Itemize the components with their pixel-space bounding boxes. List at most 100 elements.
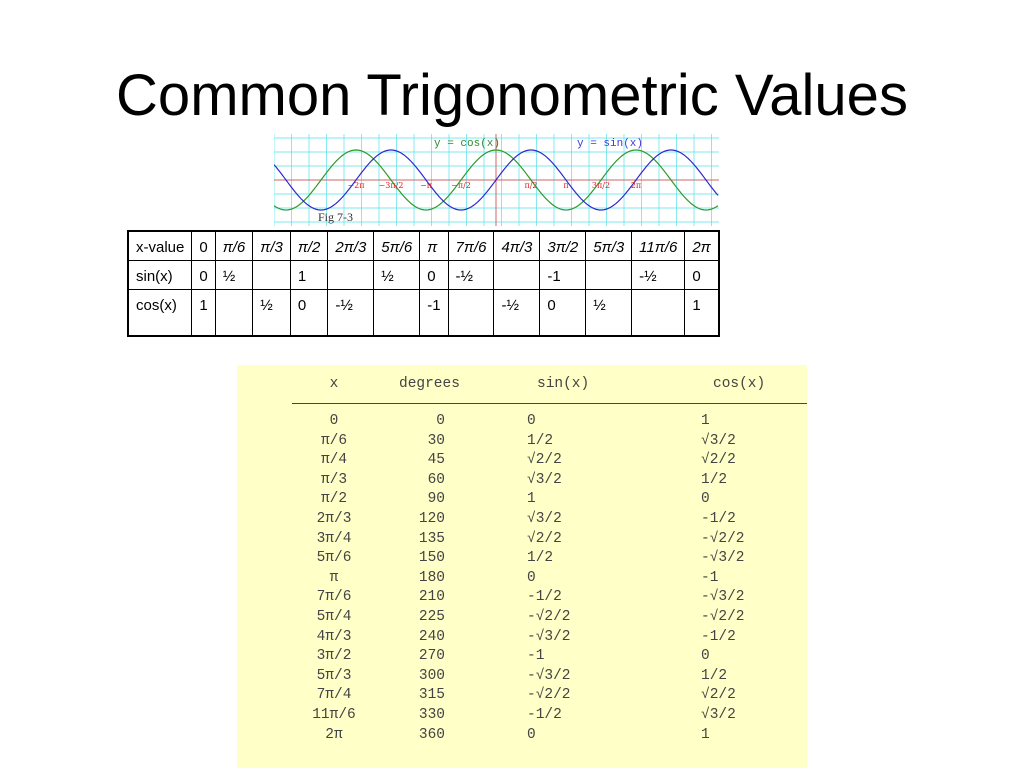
value-cell bbox=[493, 259, 541, 290]
reference-row: 5π/6 150 1/2 -√3/2 bbox=[237, 549, 807, 569]
header-divider bbox=[292, 403, 807, 404]
reference-row: 2π/3 120 √3/2 -1/2 bbox=[237, 510, 807, 530]
sin-cell: 1/2 bbox=[527, 432, 554, 449]
cos-cell: -1/2 bbox=[701, 628, 736, 645]
value-cell: 5π/6 bbox=[373, 230, 421, 261]
angle-cell: 7π/6 bbox=[316, 589, 352, 606]
degrees-cell: 210 bbox=[418, 589, 445, 606]
angle-cell: π/6 bbox=[320, 432, 348, 449]
cos-curve bbox=[274, 149, 719, 211]
sin-cell: -√2/2 bbox=[527, 687, 571, 704]
value-cell: -½ bbox=[631, 259, 686, 290]
value-cell bbox=[373, 288, 421, 337]
tick-label: −π bbox=[420, 181, 432, 190]
angle-cell: 7π/4 bbox=[316, 687, 352, 704]
value-cell bbox=[631, 288, 686, 337]
tick-label: π bbox=[563, 181, 568, 190]
value-cell: ½ bbox=[373, 259, 421, 290]
tick-label: −3π/2 bbox=[379, 181, 404, 190]
degrees-cell: 120 bbox=[418, 510, 445, 527]
value-cell: 0 bbox=[191, 259, 216, 290]
cos-cell: 0 bbox=[701, 491, 710, 508]
reference-row: 5π/3 300 -√3/2 1/2 bbox=[237, 667, 807, 687]
reference-row: π/4 45 √2/2 √2/2 bbox=[237, 451, 807, 471]
sin-cell: -√3/2 bbox=[527, 667, 571, 684]
value-cell: 0 bbox=[539, 288, 587, 337]
value-cell: -1 bbox=[539, 259, 587, 290]
reference-row: 0 0 0 1 bbox=[237, 412, 807, 432]
sin-cell: 1/2 bbox=[527, 550, 554, 567]
reference-row: π/6 30 1/2 √3/2 bbox=[237, 432, 807, 452]
angle-cell: 3π/4 bbox=[316, 530, 352, 547]
values-row: x-value 0 π/6 π/3 π/2 2π/3 5π/6 π 7π/6 4π/3 3π/2 5π… bbox=[127, 230, 720, 261]
reference-row: 3π/4 135 √2/2 -√2/2 bbox=[237, 530, 807, 550]
reference-row: π/3 60 √3/2 1/2 bbox=[237, 471, 807, 491]
reference-row: 2π 360 0 1 bbox=[237, 726, 807, 746]
cos-cell: √2/2 bbox=[701, 687, 736, 704]
sin-cell: -√2/2 bbox=[527, 608, 571, 625]
value-cell: 0 bbox=[289, 288, 329, 337]
value-cell: 0 bbox=[684, 259, 720, 290]
row-header-cell: cos(x) bbox=[127, 288, 193, 337]
value-cell: 0 bbox=[419, 259, 449, 290]
value-cell bbox=[252, 259, 291, 290]
cos-cell: 1/2 bbox=[701, 471, 728, 488]
angle-cell: π bbox=[329, 569, 339, 586]
angle-cell: 5π/4 bbox=[316, 608, 352, 625]
cos-cell: -√2/2 bbox=[701, 608, 745, 625]
value-cell: 4π/3 bbox=[493, 230, 541, 261]
row-header-cell: sin(x) bbox=[127, 259, 193, 290]
sin-curve bbox=[274, 149, 719, 211]
sin-cell: √2/2 bbox=[527, 452, 562, 469]
cos-cell: -√3/2 bbox=[701, 589, 745, 606]
fig-caption: Fig 7-3 bbox=[318, 210, 353, 224]
angle-cell: π/2 bbox=[320, 491, 348, 508]
value-cell: 0 bbox=[191, 230, 216, 261]
value-cell bbox=[585, 259, 633, 290]
value-cell: -½ bbox=[493, 288, 541, 337]
degrees-cell: 60 bbox=[427, 471, 445, 488]
value-cell bbox=[327, 259, 375, 290]
value-cell: 1 bbox=[684, 288, 720, 337]
degrees-cell: 315 bbox=[418, 687, 445, 704]
row-header-cell: x-value bbox=[127, 230, 193, 261]
value-cell: π/3 bbox=[252, 230, 291, 261]
sin-cell: 0 bbox=[527, 726, 536, 743]
sine-cosine-graph: y = cos(x) y = sin(x) −2π −3π/2 −π −π/2 π/2 π… bbox=[274, 134, 719, 226]
angle-cell: 2π bbox=[325, 726, 343, 743]
reference-table-rows: 0 0 0 1 π/6 30 1/2 √3/2 π/4 45 √2/2 √2/2 π/3 60 √3/2 1/… bbox=[237, 412, 807, 745]
reference-row: 4π/3 240 -√3/2 -1/2 bbox=[237, 628, 807, 648]
reference-table-header: x degrees sin(x) cos(x) bbox=[237, 375, 807, 395]
degrees-cell: 270 bbox=[418, 648, 445, 665]
degrees-cell: 240 bbox=[418, 628, 445, 645]
sin-cell: -√3/2 bbox=[527, 628, 571, 645]
cos-cell: 1 bbox=[701, 413, 710, 429]
values-row: sin(x) 0 ½ 1 ½ 0 -½ -1 -½ 0 bbox=[127, 259, 720, 290]
angle-cell: 0 bbox=[329, 413, 339, 429]
degrees-cell: 180 bbox=[418, 569, 445, 586]
cos-cell: -1/2 bbox=[701, 510, 736, 527]
angle-cell: 5π/6 bbox=[316, 550, 352, 567]
header-x: x bbox=[329, 376, 339, 392]
cos-cell: 0 bbox=[701, 648, 710, 665]
sin-cell: 0 bbox=[527, 413, 536, 429]
angle-cell: 3π/2 bbox=[316, 648, 352, 665]
sin-cell: √2/2 bbox=[527, 530, 562, 547]
sin-cell: √3/2 bbox=[527, 471, 562, 488]
value-cell: 2π bbox=[684, 230, 720, 261]
cos-label: y = cos(x) bbox=[434, 138, 500, 150]
value-cell: π/6 bbox=[214, 230, 254, 261]
degrees-cell: 360 bbox=[418, 726, 445, 743]
tick-label: 2π bbox=[631, 181, 641, 190]
angle-cell: 2π/3 bbox=[316, 510, 352, 527]
value-cell: π bbox=[419, 230, 449, 261]
angle-cell: 5π/3 bbox=[316, 667, 352, 684]
cos-cell: -1 bbox=[701, 569, 719, 586]
degrees-cell: 135 bbox=[418, 530, 445, 547]
sin-cell: -1/2 bbox=[527, 589, 562, 606]
sin-cell: 0 bbox=[527, 569, 536, 586]
cos-cell: -√2/2 bbox=[701, 530, 745, 547]
cos-cell: √2/2 bbox=[701, 452, 736, 469]
degrees-cell: 90 bbox=[427, 491, 445, 508]
header-degrees: degrees bbox=[399, 376, 460, 392]
